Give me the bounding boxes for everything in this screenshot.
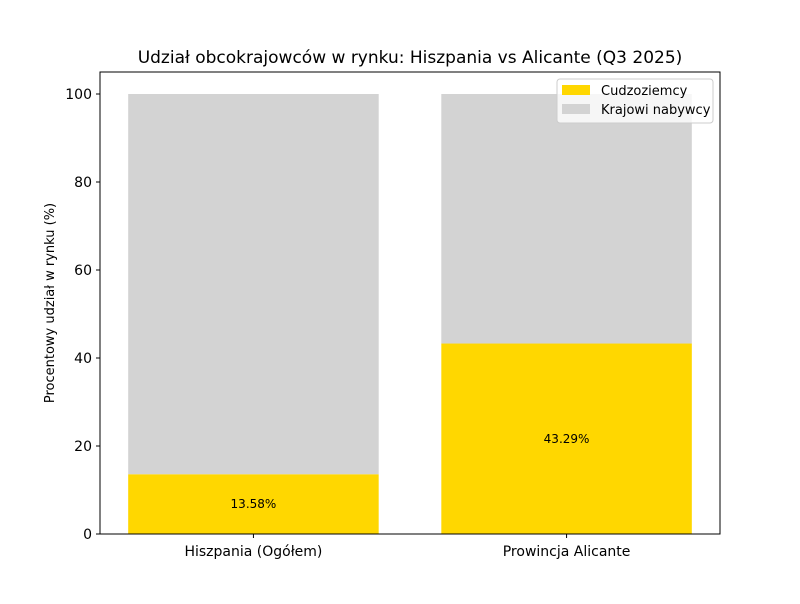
legend-swatch [562,104,590,114]
data-label: 13.58% [231,497,277,511]
bar-domestic [128,94,379,475]
y-tick-label: 100 [65,87,92,103]
legend: Cudzoziemcy Krajowi nabywcy [556,78,714,124]
y-tick-label: 80 [74,175,92,191]
bar-domestic [441,94,692,344]
y-tick-label: 60 [74,263,92,279]
y-tick-label: 20 [74,439,92,455]
y-axis-label: Procentowy udział w rynku (%) [43,203,58,403]
data-label: 43.29% [544,432,590,446]
legend-swatch [562,85,590,95]
x-tick-label: Hiszpania (Ogółem) [184,544,322,560]
x-tick-label: Prowincja Alicante [503,544,631,560]
plot-frame [99,71,721,535]
y-tick-label: 40 [74,351,92,367]
legend-box [556,78,714,124]
bar-foreign [128,474,379,534]
legend-label: Krajowi nabywcy [601,103,711,118]
y-tick-label: 0 [83,527,92,543]
bar-foreign [441,343,692,534]
chart-title: Udział obcokrajowców w rynku: Hiszpania … [138,48,683,68]
legend-label: Cudzoziemcy [601,84,688,99]
